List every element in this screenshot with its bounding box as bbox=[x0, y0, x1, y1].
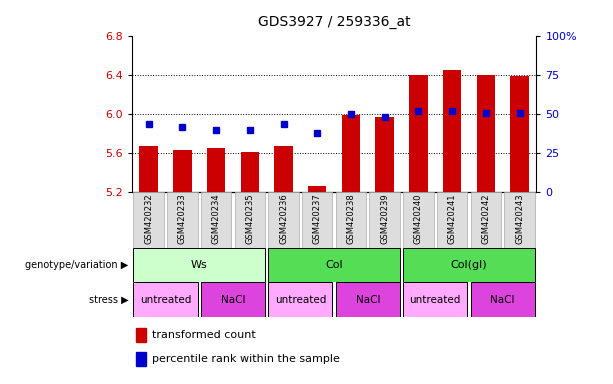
Text: Col: Col bbox=[326, 260, 343, 270]
Bar bbox=[201, 282, 265, 317]
Text: GSM420240: GSM420240 bbox=[414, 194, 423, 244]
Text: GSM420235: GSM420235 bbox=[245, 194, 254, 244]
Bar bbox=[134, 248, 265, 282]
Bar bbox=[136, 328, 146, 342]
Text: genotype/variation ▶: genotype/variation ▶ bbox=[26, 260, 129, 270]
Bar bbox=[136, 352, 146, 366]
Bar bbox=[476, 75, 495, 192]
Text: untreated: untreated bbox=[140, 295, 191, 305]
Bar bbox=[336, 192, 366, 248]
Text: GSM420232: GSM420232 bbox=[144, 194, 153, 244]
Bar bbox=[207, 148, 226, 192]
Text: NaCl: NaCl bbox=[221, 295, 245, 305]
Bar bbox=[437, 192, 467, 248]
Bar bbox=[504, 192, 535, 248]
Text: Col(gl): Col(gl) bbox=[451, 260, 487, 270]
Bar bbox=[471, 282, 535, 317]
Text: GSM420238: GSM420238 bbox=[346, 194, 356, 245]
Bar bbox=[375, 117, 394, 192]
Text: GDS3927 / 259336_at: GDS3927 / 259336_at bbox=[258, 15, 410, 29]
Bar bbox=[134, 282, 197, 317]
Bar bbox=[201, 192, 231, 248]
Text: untreated: untreated bbox=[275, 295, 326, 305]
Text: GSM420237: GSM420237 bbox=[313, 194, 322, 245]
Bar bbox=[471, 192, 501, 248]
Text: GSM420241: GSM420241 bbox=[447, 194, 457, 244]
Bar bbox=[443, 70, 462, 192]
Bar bbox=[274, 146, 293, 192]
Bar bbox=[370, 192, 400, 248]
Bar bbox=[403, 192, 433, 248]
Bar bbox=[268, 192, 299, 248]
Text: NaCl: NaCl bbox=[490, 295, 515, 305]
Text: GSM420242: GSM420242 bbox=[481, 194, 490, 244]
Bar bbox=[268, 248, 400, 282]
Text: percentile rank within the sample: percentile rank within the sample bbox=[152, 354, 340, 364]
Bar bbox=[403, 248, 535, 282]
Bar bbox=[235, 192, 265, 248]
Bar bbox=[336, 282, 400, 317]
Bar bbox=[240, 152, 259, 192]
Text: GSM420239: GSM420239 bbox=[380, 194, 389, 244]
Text: NaCl: NaCl bbox=[356, 295, 380, 305]
Bar bbox=[341, 115, 360, 192]
Text: stress ▶: stress ▶ bbox=[89, 295, 129, 305]
Bar bbox=[173, 150, 192, 192]
Bar bbox=[134, 192, 164, 248]
Text: GSM420234: GSM420234 bbox=[211, 194, 221, 244]
Bar bbox=[409, 75, 428, 192]
Text: untreated: untreated bbox=[409, 295, 461, 305]
Bar bbox=[403, 282, 467, 317]
Text: GSM420243: GSM420243 bbox=[515, 194, 524, 244]
Bar bbox=[167, 192, 197, 248]
Bar bbox=[510, 76, 529, 192]
Text: Ws: Ws bbox=[191, 260, 208, 270]
Bar bbox=[268, 282, 332, 317]
Bar bbox=[308, 186, 327, 192]
Text: transformed count: transformed count bbox=[152, 329, 256, 339]
Text: GSM420233: GSM420233 bbox=[178, 194, 187, 245]
Bar bbox=[139, 146, 158, 192]
Text: GSM420236: GSM420236 bbox=[279, 194, 288, 245]
Bar bbox=[302, 192, 332, 248]
